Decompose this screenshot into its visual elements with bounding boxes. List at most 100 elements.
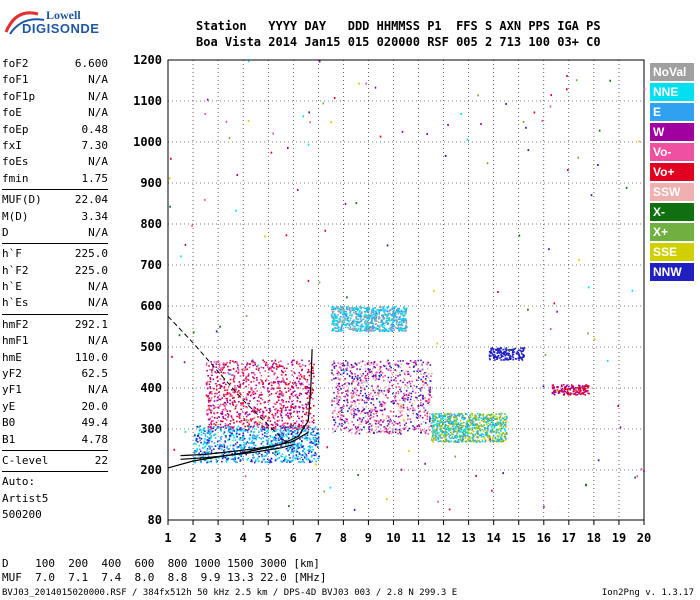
echo-point bbox=[349, 312, 351, 314]
echo-point bbox=[413, 408, 416, 410]
echo-point bbox=[376, 422, 379, 424]
echo-point bbox=[304, 413, 307, 416]
echo-point bbox=[576, 393, 579, 396]
echo-point bbox=[453, 430, 456, 433]
echo-point bbox=[397, 310, 400, 312]
echo-point bbox=[282, 459, 285, 462]
echo-point bbox=[333, 314, 336, 316]
echo-point bbox=[374, 429, 377, 432]
echo-point bbox=[461, 422, 463, 425]
echo-point bbox=[353, 410, 355, 412]
echo-point bbox=[291, 386, 293, 388]
echo-point bbox=[398, 371, 401, 374]
echo-point bbox=[214, 429, 217, 431]
echo-point bbox=[221, 445, 223, 448]
echo-point bbox=[300, 445, 302, 447]
echo-point bbox=[234, 405, 237, 408]
echo-point bbox=[427, 373, 430, 375]
echo-point bbox=[271, 443, 273, 445]
echo-point bbox=[305, 406, 308, 408]
echo-point bbox=[426, 361, 429, 364]
echo-point bbox=[396, 327, 398, 330]
echo-point bbox=[472, 436, 475, 439]
echo-point bbox=[296, 443, 299, 445]
echo-point bbox=[404, 384, 407, 386]
echo-point bbox=[504, 432, 507, 435]
echo-point bbox=[452, 433, 455, 435]
echo-point bbox=[394, 395, 397, 398]
echo-point bbox=[229, 425, 231, 428]
echo-point bbox=[446, 420, 449, 423]
noise-point bbox=[444, 424, 446, 427]
echo-point bbox=[395, 316, 398, 319]
noise-point bbox=[192, 331, 195, 334]
echo-point bbox=[505, 353, 508, 356]
echo-point bbox=[341, 325, 343, 328]
echo-point bbox=[239, 393, 242, 396]
echo-point bbox=[431, 413, 433, 416]
echo-point bbox=[358, 432, 361, 435]
echo-point bbox=[572, 385, 575, 388]
echo-point bbox=[199, 450, 202, 453]
echo-point bbox=[454, 414, 457, 417]
echo-point bbox=[298, 394, 301, 397]
echo-point bbox=[337, 415, 339, 418]
echo-point bbox=[302, 430, 304, 433]
echo-point bbox=[306, 397, 309, 400]
echo-point bbox=[332, 310, 335, 313]
x-tick-label: 7 bbox=[315, 531, 322, 545]
echo-point bbox=[222, 432, 225, 435]
echo-point bbox=[318, 455, 320, 458]
echo-point bbox=[354, 373, 356, 375]
echo-point bbox=[412, 390, 414, 393]
echo-point bbox=[220, 428, 223, 431]
echo-point bbox=[337, 321, 339, 323]
echo-point bbox=[229, 444, 232, 447]
echo-point bbox=[203, 442, 205, 444]
echo-point bbox=[226, 392, 229, 395]
echo-point bbox=[206, 395, 209, 398]
echo-point bbox=[274, 442, 277, 445]
param-row: fmin 1.75 bbox=[2, 171, 108, 187]
echo-point bbox=[277, 396, 280, 399]
echo-point bbox=[366, 325, 368, 328]
echo-point bbox=[377, 395, 380, 397]
echo-point bbox=[231, 433, 234, 436]
echo-point bbox=[338, 308, 341, 310]
echo-point bbox=[468, 429, 470, 431]
echo-point bbox=[207, 404, 210, 407]
echo-point bbox=[426, 418, 429, 421]
echo-point bbox=[369, 412, 372, 415]
echo-point bbox=[234, 407, 237, 410]
noise-point bbox=[502, 472, 504, 475]
echo-point bbox=[269, 420, 272, 422]
echo-point bbox=[348, 324, 351, 327]
echo-point bbox=[492, 355, 495, 358]
echo-point bbox=[457, 412, 460, 415]
echo-point bbox=[276, 391, 279, 393]
echo-point bbox=[403, 428, 406, 430]
echo-point bbox=[228, 392, 230, 395]
echo-point bbox=[403, 313, 406, 316]
echo-point bbox=[378, 315, 380, 318]
echo-point bbox=[254, 373, 256, 376]
echo-point bbox=[347, 322, 349, 325]
echo-point bbox=[352, 407, 355, 410]
echo-point bbox=[418, 370, 421, 372]
echo-point bbox=[356, 399, 359, 401]
echo-point bbox=[248, 426, 250, 429]
echo-point bbox=[500, 354, 503, 357]
echo-point bbox=[379, 361, 382, 363]
echo-point bbox=[317, 457, 320, 460]
echo-point bbox=[307, 407, 309, 410]
echo-point bbox=[479, 413, 481, 416]
echo-point bbox=[239, 454, 242, 457]
echo-point bbox=[374, 320, 376, 322]
echo-point bbox=[350, 371, 353, 374]
noise-point bbox=[549, 328, 552, 331]
echo-point bbox=[502, 420, 504, 423]
echo-point bbox=[304, 365, 307, 367]
echo-point bbox=[435, 429, 438, 432]
echo-point bbox=[511, 351, 514, 354]
echo-point bbox=[482, 430, 485, 432]
